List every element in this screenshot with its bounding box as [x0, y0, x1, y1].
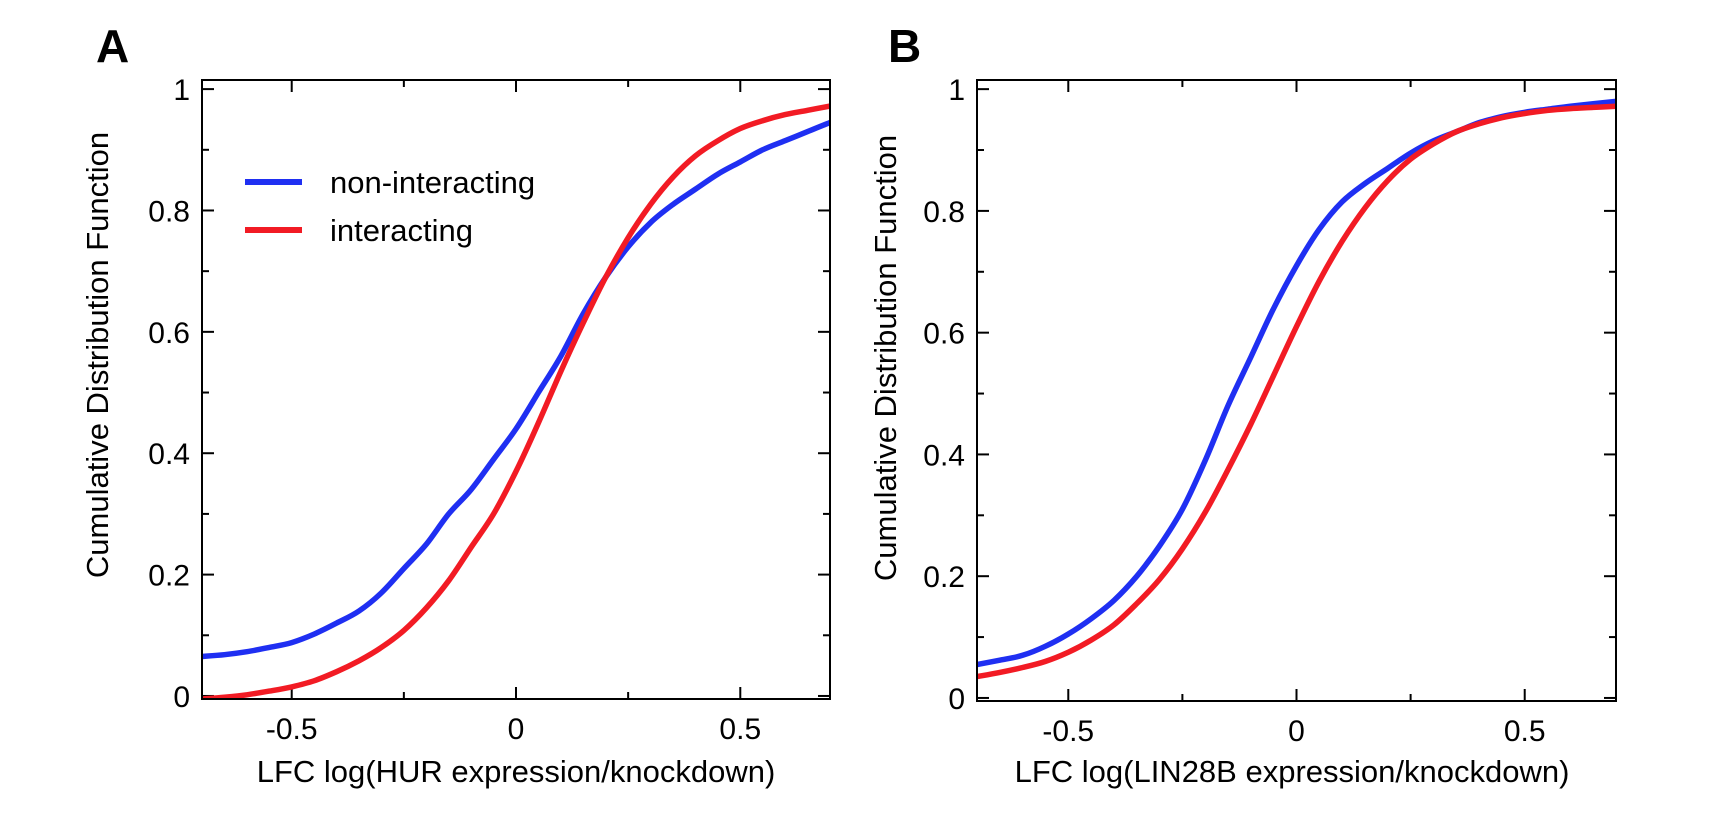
- y-tick-label-a-4: 0.8: [148, 195, 190, 228]
- legend-label-interacting: interacting: [330, 213, 473, 248]
- y-axis-label-a: Cumulative Distribution Function: [80, 132, 115, 578]
- x-tick-label-b-2: 0.5: [1504, 715, 1546, 748]
- y-tick-label-a-1: 0.2: [148, 560, 190, 593]
- panel-a: A Cumulative Distribution Function LFC l…: [80, 20, 831, 789]
- panel-letter-b: B: [888, 20, 921, 72]
- y-tick-label-a-5: 1: [173, 74, 190, 107]
- x-tick-label-a-1: 0: [508, 713, 525, 746]
- legend: non-interacting interacting: [245, 165, 535, 248]
- y-tick-label-a-3: 0.6: [148, 317, 190, 350]
- y-axis-label-b: Cumulative Distribution Function: [868, 135, 903, 581]
- x-tick-label-a-2: 0.5: [719, 713, 761, 746]
- plot-frame-a: [201, 79, 831, 700]
- y-tick-label-b-3: 0.6: [923, 318, 965, 351]
- series-line-non-interacting-a: [202, 119, 830, 660]
- y-tick-label-b-0: 0: [948, 683, 965, 716]
- x-tick-label-b-1: 0: [1288, 715, 1305, 748]
- x-axis-label-b: LFC log(LIN28B expression/knockdown): [1015, 754, 1570, 789]
- series-line-interacting-b: [977, 103, 1616, 680]
- plot-frame-b: [976, 79, 1617, 702]
- x-tick-label-a-0: -0.5: [266, 713, 318, 746]
- x-axis-label-a: LFC log(HUR expression/knockdown): [257, 754, 776, 789]
- series-a: [202, 103, 830, 699]
- series-b: [977, 98, 1616, 680]
- x-tick-label-b-0: -0.5: [1042, 715, 1094, 748]
- y-tick-label-b-1: 0.2: [923, 561, 965, 594]
- ticks-b: [977, 80, 1616, 701]
- legend-label-non-interacting: non-interacting: [330, 165, 535, 200]
- series-line-interacting-a: [202, 103, 830, 699]
- panel-b: B Cumulative Distribution Function LFC l…: [868, 20, 1617, 789]
- y-tick-label-a-0: 0: [173, 681, 190, 714]
- y-tick-label-b-2: 0.4: [923, 439, 965, 472]
- panel-letter-a: A: [96, 20, 129, 72]
- tick-labels-b: -0.5 0 0.5 0 0.2 0.4 0.6 0.8 1: [923, 74, 1545, 748]
- y-tick-label-b-4: 0.8: [923, 196, 965, 229]
- y-tick-label-b-5: 1: [948, 74, 965, 107]
- tick-labels-a: -0.5 0 0.5 0 0.2 0.4 0.6 0.8 1: [148, 74, 761, 746]
- y-tick-label-a-2: 0.4: [148, 438, 190, 471]
